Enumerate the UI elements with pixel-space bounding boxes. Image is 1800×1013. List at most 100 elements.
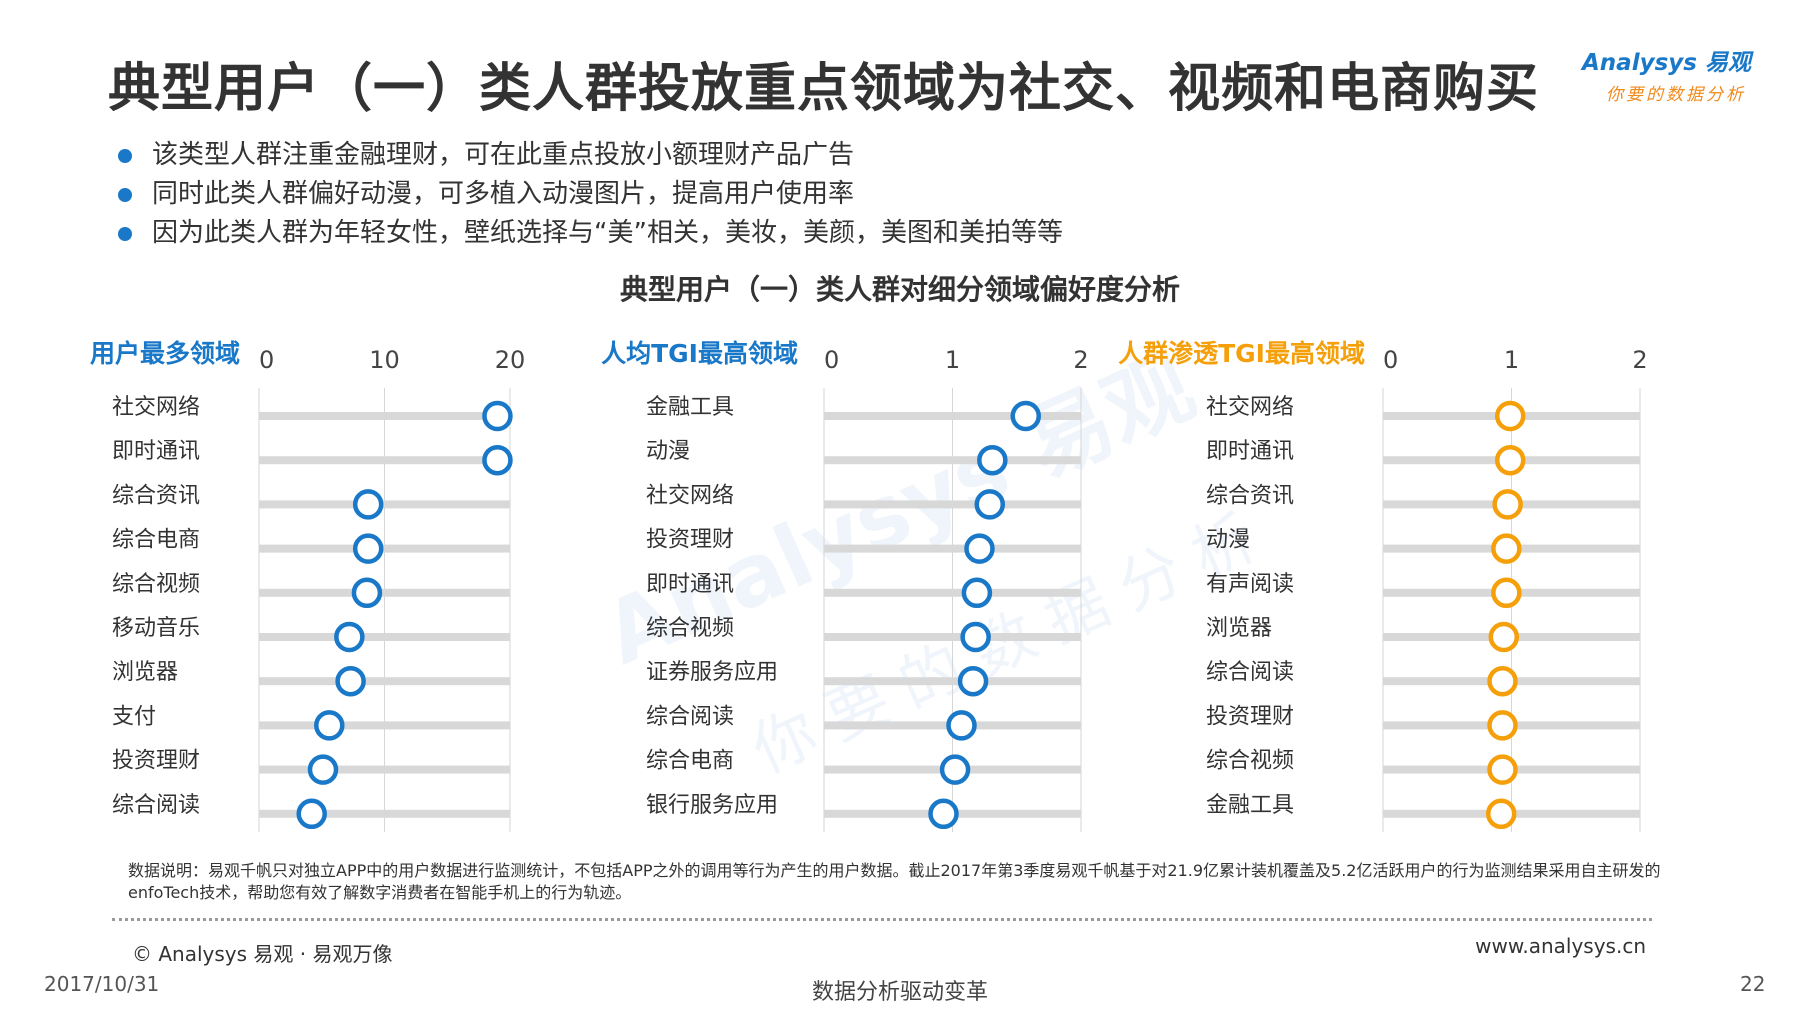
data-point [964, 533, 995, 564]
row-bar [824, 544, 1081, 553]
category-label: 综合电商 [112, 528, 200, 553]
copyright: © Analysys 易观 · 易观万像 [132, 942, 393, 966]
data-point [1485, 798, 1517, 830]
x-tick-label: 20 [495, 346, 526, 374]
data-point [296, 798, 327, 830]
data-point [928, 798, 959, 830]
row-bar [824, 412, 1081, 420]
bullet-text: 同时此类人群偏好动漫，可多植入动漫图片，提高用户使用率 [152, 179, 855, 209]
data-point [1492, 489, 1523, 520]
row-bar [259, 456, 510, 465]
page-title: 典型用户（一）类人群投放重点领域为社交、视频和电商购买 [108, 59, 1540, 119]
data-point [352, 489, 384, 520]
data-point [1487, 710, 1518, 741]
category-label: 动漫 [646, 439, 690, 464]
bullet-item: 因为此类人群为年轻女性，壁纸选择与“美”相关，美妆，美颜，美图和美拍等等 [118, 214, 1063, 253]
category-label: 综合资讯 [1206, 483, 1294, 508]
bullet-dot-icon [118, 188, 132, 202]
logo-tagline: 你要的数据分析 [1606, 85, 1746, 105]
bullet-list: 该类型人群注重金融理财，可在此重点投放小额理财产品广告 同时此类人群偏好动漫，可… [118, 136, 1063, 253]
row-bar [824, 456, 1081, 465]
row-bar [259, 412, 510, 420]
row-bar [259, 500, 510, 509]
page-number: 22 [1740, 972, 1766, 996]
x-tick-label: 0 [259, 346, 274, 374]
row-bar [824, 500, 1081, 509]
bullet-dot-icon [118, 227, 132, 241]
category-label: 社交网络 [1206, 395, 1294, 420]
row-bar [259, 721, 510, 730]
x-tick-label: 2 [1073, 346, 1088, 374]
category-label: 综合视频 [112, 572, 200, 597]
row-bar [259, 809, 510, 818]
x-tick-label: 1 [1504, 346, 1519, 374]
row-bar [824, 633, 1081, 641]
category-label: 动漫 [1206, 528, 1250, 553]
data-point [1491, 533, 1522, 564]
data-point [957, 665, 989, 697]
data-point [1487, 665, 1518, 697]
chart-panel-title: 人均TGI最高领域 [601, 339, 798, 368]
data-point [960, 621, 991, 653]
category-label: 综合阅读 [1206, 660, 1294, 685]
chart-title: 典型用户（一）类人群对细分领域偏好度分析 [619, 273, 1180, 306]
bullet-dot-icon [118, 149, 132, 163]
preference-charts: 用户最多领域 0 10 20社交网络即时通讯综合资讯综合电商综合视频移动音乐浏览器支付… [90, 339, 1648, 832]
category-label: 即时通讯 [112, 439, 200, 464]
chart-panel-title: 用户最多领域 [90, 339, 240, 368]
chart-panel-title: 人群渗透TGI最高领域 [1118, 339, 1365, 368]
category-label: 投资理财 [112, 749, 200, 774]
category-label: 社交网络 [646, 483, 734, 508]
bullet-text: 该类型人群注重金融理财，可在此重点投放小额理财产品广告 [152, 140, 855, 170]
x-tick-label: 2 [1632, 346, 1647, 374]
category-label: 社交网络 [112, 395, 200, 420]
data-point [482, 444, 513, 476]
category-label: 移动音乐 [112, 616, 200, 641]
data-point [482, 400, 513, 432]
analysys-logo: Analysys 易观 你要的数据分析 [1578, 44, 1778, 110]
category-label: 综合视频 [1206, 749, 1294, 774]
category-label: 综合资讯 [112, 483, 200, 508]
data-point [307, 754, 339, 785]
row-bar [824, 588, 1081, 597]
category-label: 综合阅读 [646, 704, 734, 729]
data-point [974, 489, 1006, 520]
data-point [351, 577, 383, 609]
date: 2017/10/31 [44, 972, 160, 996]
data-point [314, 710, 345, 741]
x-tick-label: 0 [1383, 346, 1398, 374]
bullet-item: 同时此类人群偏好动漫，可多植入动漫图片，提高用户使用率 [118, 175, 1063, 214]
category-label: 投资理财 [646, 528, 734, 553]
x-tick-label: 10 [369, 346, 400, 374]
category-label: 浏览器 [1206, 616, 1272, 641]
website-link[interactable]: www.analysys.cn [1475, 934, 1646, 958]
category-label: 金融工具 [646, 395, 734, 420]
category-label: 综合视频 [646, 616, 734, 641]
data-note: 数据说明：易观千帆只对独立APP中的用户数据进行监测统计，不包括APP之外的调用… [128, 861, 1661, 902]
data-point [334, 621, 365, 653]
row-bar [259, 765, 510, 774]
data-point [939, 754, 971, 785]
category-label: 即时通讯 [1206, 439, 1294, 464]
category-label: 即时通讯 [646, 572, 734, 597]
category-label: 金融工具 [1206, 793, 1294, 818]
row-bar [259, 633, 510, 641]
data-point [1494, 444, 1526, 476]
data-point [1487, 754, 1518, 785]
category-label: 浏览器 [112, 660, 178, 685]
row-bar [824, 677, 1081, 686]
bullet-text: 因为此类人群为年轻女性，壁纸选择与“美”相关，美妆，美颜，美图和美拍等等 [152, 218, 1063, 248]
row-bar [259, 677, 510, 686]
logo-brand: Analysys 易观 [1580, 50, 1754, 76]
slogan: 数据分析驱动变革 [811, 980, 988, 1005]
x-tick-label: 1 [945, 346, 960, 374]
data-point [961, 577, 993, 609]
data-point [946, 710, 977, 741]
data-point [1491, 577, 1522, 609]
category-label: 证券服务应用 [646, 660, 778, 685]
row-bar [259, 544, 510, 553]
category-label: 有声阅读 [1206, 572, 1294, 597]
data-point [977, 444, 1008, 476]
row-bar [259, 588, 510, 597]
dotted-divider [112, 918, 1652, 921]
